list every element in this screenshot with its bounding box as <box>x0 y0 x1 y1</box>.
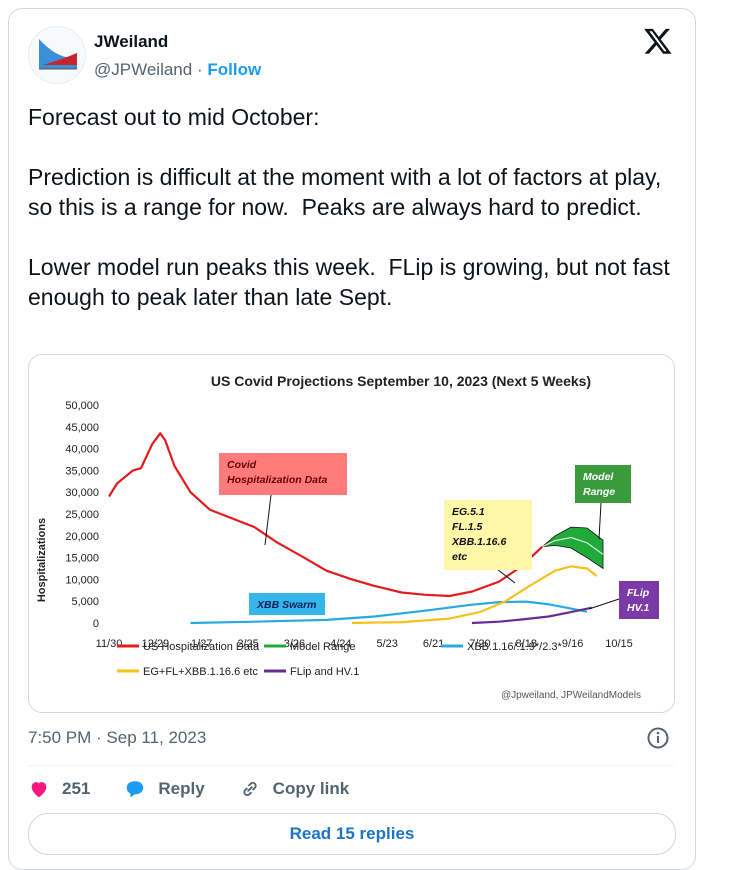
heart-icon <box>31 782 47 798</box>
x-tick-label: 8/18 <box>516 638 537 650</box>
y-tick-label: 30,000 <box>65 487 99 499</box>
legend-label: EG+FL+XBB.1.16.6 etc <box>143 666 258 678</box>
x-tick-label: 10/15 <box>605 638 633 650</box>
action-bar: 251 Reply Copy link <box>28 776 383 802</box>
annotation-flip-arrow <box>588 598 620 610</box>
x-tick-label: 1/27 <box>191 638 212 650</box>
y-tick-label: 20,000 <box>65 531 99 543</box>
follow-button[interactable]: Follow <box>207 60 262 79</box>
annotation-covid-arrow <box>264 494 272 546</box>
timestamp[interactable]: 7:50 PM · Sep 11, 2023 <box>28 728 207 747</box>
legend-label: XBB.1.16/.1.9*/2.3* <box>467 641 563 653</box>
x-tick-label: 4/24 <box>330 638 351 650</box>
link-icon <box>243 781 257 797</box>
x-tick-label: 12/29 <box>142 638 170 650</box>
annotation-xbb-swarm-box <box>249 593 325 615</box>
annotation-model-range-arrow <box>598 502 602 540</box>
annotation-model-range-box <box>575 465 631 503</box>
y-tick-label: 45,000 <box>65 422 99 434</box>
annotation-eg-text: FL.1.5 <box>452 521 483 533</box>
x-logo-icon[interactable] <box>643 26 673 56</box>
annotation-model-range-text: Range <box>583 486 615 498</box>
reply-label: Reply <box>158 779 205 798</box>
x-tick-label: 7/20 <box>469 638 490 650</box>
x-tick-label: 2/25 <box>237 638 258 650</box>
annotation-eg-text: XBB.1.16.6 <box>451 536 506 548</box>
avatar[interactable] <box>28 26 86 84</box>
y-tick-label: 10,000 <box>65 574 99 586</box>
annotation-flip-text: FLip <box>627 587 650 599</box>
copy-link-label: Copy link <box>272 779 350 798</box>
read-replies-button[interactable]: Read 15 replies <box>28 813 676 855</box>
info-icon[interactable] <box>646 726 670 750</box>
y-tick-label: 50,000 <box>65 400 99 412</box>
y-tick-label: 35,000 <box>65 465 99 477</box>
y-tick-label: 25,000 <box>65 509 99 521</box>
y-tick-label: 5,000 <box>71 596 99 608</box>
x-tick-label: 3/26 <box>284 638 305 650</box>
x-tick-label: 5/23 <box>376 638 397 650</box>
annotation-eg-text: etc <box>452 551 467 563</box>
tweet-text: Forecast out to mid October: Prediction … <box>28 104 670 310</box>
xbb-line <box>190 600 588 625</box>
covid-projection-chart: US Covid Projections September 10, 2023 … <box>36 373 659 701</box>
chart-image[interactable]: US Covid Projections September 10, 2023 … <box>28 354 675 713</box>
legend-label: FLip and HV.1 <box>290 666 359 678</box>
legend-label: US Hospitalization Data <box>143 641 260 653</box>
y-tick-label: 0 <box>93 618 99 630</box>
chart-title: US Covid Projections September 10, 2023 … <box>211 373 591 389</box>
eg-fl-xbb-line <box>351 565 598 625</box>
annotation-flip-box <box>619 581 659 619</box>
watermark-text: @Jpweiland, JPWeilandModels <box>501 690 641 701</box>
divider <box>28 765 674 766</box>
legend-label: Model Range <box>290 641 355 653</box>
model-range-band <box>541 526 604 570</box>
copy-link-button[interactable]: Copy link <box>239 778 350 800</box>
like-button[interactable]: 251 <box>28 778 90 800</box>
annotation-eg-box <box>444 500 532 570</box>
like-count: 251 <box>62 779 91 798</box>
x-tick-label: 11/30 <box>96 638 123 650</box>
x-tick-label: 6/21 <box>423 638 444 650</box>
y-tick-label: 40,000 <box>65 444 99 456</box>
y-tick-label: 15,000 <box>65 553 99 565</box>
annotation-eg-text: EG.5.1 <box>452 506 485 518</box>
avatar-chart-icon <box>29 27 85 83</box>
reply-bubble-icon <box>127 781 144 798</box>
author-handle-row: @JPWeiland · Follow <box>94 60 261 80</box>
us-hospitalization-line <box>108 432 544 598</box>
author-handle[interactable]: @JPWeiland <box>94 60 193 79</box>
flip-hv1-line <box>471 606 593 625</box>
separator-dot: · <box>196 60 203 79</box>
model-range-midline <box>542 536 604 555</box>
x-tick-label: 9/16 <box>562 638 583 650</box>
annotation-model-range-text: Model <box>583 471 614 483</box>
reply-button[interactable]: Reply <box>124 778 205 800</box>
annotation-covid-box <box>219 453 347 495</box>
annotation-flip-text: HV.1 <box>627 602 650 614</box>
annotation-xbb-swarm-text: XBB Swarm <box>256 599 317 611</box>
author-name[interactable]: JWeiland <box>94 32 169 51</box>
y-axis-label: Hospitalizations <box>36 518 48 602</box>
annotation-covid-text: Hospitalization Data <box>227 474 328 486</box>
annotation-covid-text: Covid <box>227 459 257 471</box>
